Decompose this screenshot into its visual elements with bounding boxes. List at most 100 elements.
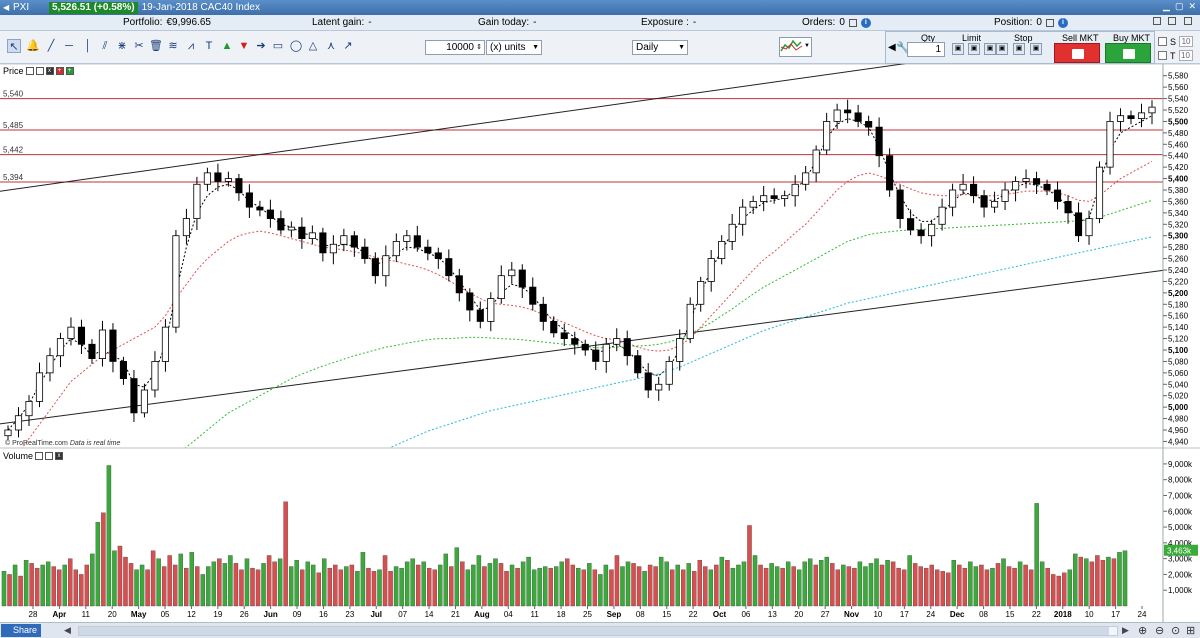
erase-tool-icon[interactable]: ✂ — [134, 40, 144, 52]
volume-bar — [714, 564, 719, 607]
scroll-right-icon[interactable]: ▶ — [1122, 625, 1129, 635]
date-axis[interactable]: 28 Apr 11 20 May 05 12 19 26 Jun 09 16 23 Jul 07 14 21 Au… — [29, 606, 1147, 619]
stop-buy-button[interactable]: ▣ — [996, 43, 1008, 55]
restore-panel-icon[interactable] — [35, 67, 44, 75]
sell-market-button[interactable] — [1054, 43, 1100, 63]
horizontal-scrollbar[interactable] — [78, 626, 1118, 636]
orders-info-icon[interactable]: i — [860, 17, 871, 28]
price-tick-label: 5,280 — [1168, 243, 1189, 252]
s-checkbox[interactable] — [1158, 37, 1167, 46]
settings-wrench-icon[interactable] — [35, 452, 44, 460]
trendline-tool-icon[interactable]: ╱ — [47, 40, 55, 52]
minimize-icon[interactable]: ▁ — [1163, 1, 1170, 11]
candle-body — [424, 246, 432, 254]
chevron-down-icon: ▼ — [804, 43, 810, 49]
ellipse-tool-icon[interactable]: ◯ — [289, 40, 303, 52]
price-axis[interactable]: 5,580 5,560 5,540 5,520 5,500 5,480 5,460 5,440… — [1163, 72, 1189, 447]
sell-arrow-icon[interactable]: ▼ — [238, 40, 250, 52]
volume-bar — [620, 566, 625, 607]
panel-maximize-icon[interactable] — [1168, 17, 1176, 25]
text-tool-icon[interactable]: T — [205, 40, 213, 52]
timeframe-select[interactable]: Daily ▼ — [632, 40, 688, 55]
polyline-tool-icon[interactable]: ⋏ — [326, 40, 336, 52]
s-toggle[interactable]: S 10 — [1158, 36, 1198, 47]
panel-close-icon[interactable] — [1184, 17, 1192, 25]
close-icon[interactable]: ✕ — [1188, 1, 1196, 11]
orders-summary[interactable]: Orders: 0 i — [802, 17, 871, 28]
scroll-left-icon[interactable]: ◀ — [64, 625, 71, 635]
arrow-line-tool-icon[interactable]: ↗ — [343, 40, 353, 52]
add-object-icon[interactable]: + — [65, 67, 74, 75]
order-collapse-icon[interactable]: ◀ — [888, 42, 896, 53]
channel-tool-icon[interactable]: ⫽ — [102, 40, 108, 52]
share-button[interactable]: Share — [1, 624, 41, 637]
collapse-arrow-icon[interactable]: ◀ — [3, 3, 10, 12]
volume-bar — [51, 566, 56, 607]
buy-arrow-icon[interactable]: ▲ — [221, 40, 233, 52]
position-info-icon[interactable]: i — [1057, 17, 1068, 28]
restore-panel-icon[interactable] — [45, 452, 54, 460]
maximize-icon[interactable]: ▢ — [1174, 1, 1184, 11]
add-indicator-icon[interactable]: + — [55, 67, 64, 75]
candle-body — [235, 178, 243, 194]
sell-order-icon — [1072, 49, 1084, 59]
chart-indicators-button[interactable]: ▼ — [779, 37, 812, 57]
trash-icon[interactable]: 🗑 — [149, 40, 163, 52]
triangle-tool-icon[interactable]: △ — [308, 40, 318, 52]
wrench-icon[interactable]: 🔧 — [896, 42, 910, 54]
position-summary[interactable]: Position: 0 i — [994, 17, 1068, 28]
buy-market-button[interactable] — [1105, 43, 1151, 63]
price-panel[interactable]: 5,540 5,485 5,442 5,394 — [0, 64, 1164, 607]
alert-bell-icon[interactable]: 🔔 — [26, 40, 40, 52]
volume-bar — [554, 566, 559, 607]
limit-sell-button[interactable]: ▣ — [968, 43, 980, 55]
limit-extra-button[interactable]: ▣ — [984, 43, 996, 55]
vertical-line-tool-icon[interactable]: │ — [84, 40, 92, 52]
volume-bar — [206, 566, 211, 607]
fibonacci-tool-icon[interactable]: ≋ — [168, 40, 178, 52]
candle-body — [791, 183, 799, 197]
stop-sell-button[interactable]: ▣ — [1013, 43, 1025, 55]
close-panel-icon[interactable]: x — [45, 67, 54, 75]
candle-body — [77, 326, 86, 345]
t-value[interactable]: 10 — [1178, 50, 1193, 61]
quantity-input[interactable]: 10000 ⇕ — [425, 40, 485, 55]
volume-panel[interactable]: 9,000k 8,000k 7,000k 6,000k 5,000k 4,000k 3,00… — [1, 460, 1198, 607]
limit-buy-button[interactable]: ▣ — [952, 43, 964, 55]
instrument-symbol[interactable]: PXI — [13, 2, 30, 13]
position-detail-icon[interactable] — [1045, 18, 1054, 27]
candle-body — [319, 232, 327, 254]
latent-gain-summary: Latent gain: - — [312, 17, 372, 28]
qty-input[interactable]: 1 — [907, 42, 945, 57]
orders-detail-icon[interactable] — [848, 18, 857, 27]
s-value[interactable]: 10 — [1179, 36, 1194, 47]
zigzag-tool-icon[interactable]: ⩘ — [187, 40, 195, 52]
volume-bar — [1084, 558, 1089, 607]
price-tick-label: 5,180 — [1168, 300, 1189, 309]
horizontal-line-tool-icon[interactable]: ─ — [65, 40, 73, 52]
right-arrow-icon[interactable]: ➔ — [256, 40, 266, 52]
zoom-in-icon[interactable]: ⊕ — [1138, 625, 1148, 637]
volume-bar — [923, 567, 929, 607]
volume-bar — [824, 556, 830, 607]
stop-extra-button[interactable]: ▣ — [1030, 43, 1042, 55]
zoom-out-icon[interactable]: ⊖ — [1155, 625, 1165, 637]
quantity-stepper-icon[interactable]: ⇕ — [476, 44, 482, 51]
candle-body — [287, 226, 295, 231]
panel-restore-icon[interactable] — [1153, 17, 1161, 25]
volume-bar — [581, 569, 587, 607]
rectangle-tool-icon[interactable]: ▭ — [272, 40, 284, 52]
settings-wrench-icon[interactable] — [25, 67, 34, 75]
candle-body — [1127, 115, 1135, 119]
units-select[interactable]: (x) units ▼ — [486, 40, 542, 55]
pointer-tool-icon[interactable]: ↖ — [7, 39, 21, 53]
scroll-thumb[interactable] — [79, 627, 1109, 635]
chart-area[interactable]: 5,540 5,485 5,442 5,394 9,000k 8,000k 7,000k 6… — [0, 64, 1200, 622]
close-panel-icon[interactable]: x — [55, 452, 64, 460]
t-toggle[interactable]: T 10 — [1158, 50, 1198, 61]
t-checkbox[interactable] — [1158, 51, 1167, 60]
fan-tool-icon[interactable]: ⋇ — [117, 40, 127, 52]
fit-chart-icon[interactable]: ⊞ — [1186, 625, 1196, 637]
zoom-reset-icon[interactable]: ⊙ — [1171, 625, 1181, 637]
